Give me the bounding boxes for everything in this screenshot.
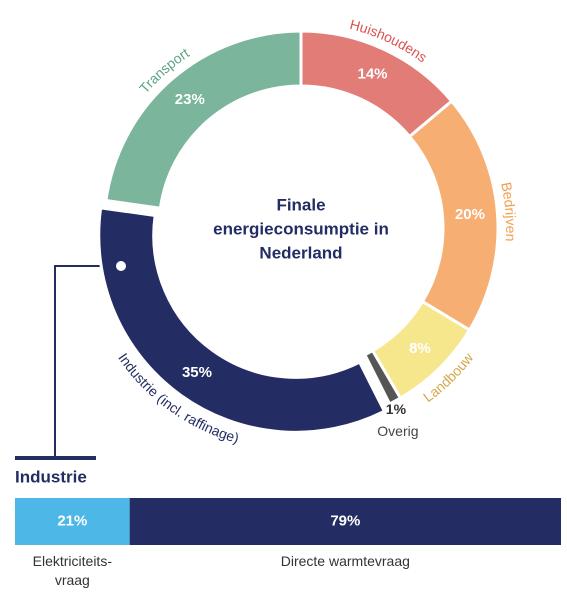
category-line: vraag bbox=[55, 572, 90, 588]
connector bbox=[54, 265, 121, 458]
value-label: 1% bbox=[386, 401, 407, 417]
bar-segment bbox=[15, 498, 130, 545]
category-line: Directe warmtevraag bbox=[281, 553, 410, 569]
marker-dot bbox=[116, 261, 126, 271]
value-label: 21% bbox=[57, 512, 87, 529]
category-label-path: Bedrijven bbox=[498, 181, 519, 242]
value-label: 35% bbox=[182, 364, 212, 381]
value-label: 20% bbox=[455, 206, 485, 223]
slice bbox=[104, 29, 303, 210]
value-label: 8% bbox=[409, 340, 431, 357]
bar-segment bbox=[129, 498, 561, 545]
category-label: Directe warmtevraag bbox=[281, 553, 410, 569]
bar-title: Industrie bbox=[15, 467, 87, 486]
chart-title: Finale bbox=[276, 195, 325, 214]
value-label: 14% bbox=[357, 65, 387, 82]
slice bbox=[97, 206, 387, 434]
slice bbox=[362, 348, 403, 406]
value-label: 23% bbox=[175, 91, 205, 108]
category-label: Overig bbox=[377, 423, 418, 439]
value-label: 79% bbox=[330, 512, 360, 529]
category-label: Bedrijven bbox=[498, 181, 519, 242]
chart-title: Nederland bbox=[259, 243, 342, 262]
category-line: Elektriciteits- bbox=[33, 553, 113, 569]
category-label: Elektriciteits-vraag bbox=[33, 553, 113, 588]
chart-title: energieconsumptie in bbox=[213, 219, 389, 238]
